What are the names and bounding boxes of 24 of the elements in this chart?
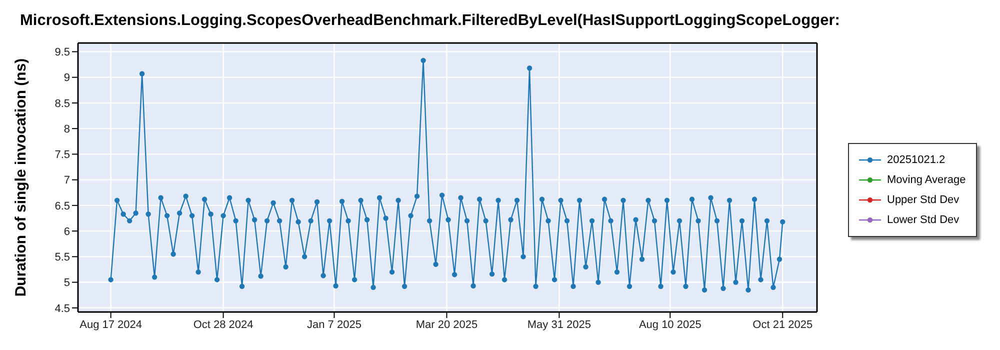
- y-tick-label: 4.5: [54, 302, 70, 315]
- chart-title: Microsoft.Extensions.Logging.ScopesOverheadBenchmark.FilteredByLevel(HasISupportLoggingScopeLogger:: [20, 12, 840, 30]
- y-tick-label: 7.5: [54, 149, 70, 162]
- x-tick-label: Mar 20 2025: [416, 318, 478, 331]
- x-tick-label: Aug 10 2025: [638, 318, 702, 331]
- x-tick-label: Oct 21 2025: [752, 318, 813, 331]
- legend-label: 20251021.2: [887, 154, 946, 166]
- y-axis-title: Duration of single invocation (ns): [12, 58, 30, 297]
- legend-label: Lower Std Dev: [887, 214, 960, 226]
- y-tick-label: 9.5: [54, 46, 70, 59]
- x-tick-label: May 31 2025: [527, 318, 592, 331]
- legend-label: Upper Std Dev: [887, 194, 960, 206]
- y-tick-label: 5: [64, 277, 70, 290]
- x-tick-label: Aug 17 2024: [80, 318, 142, 331]
- x-tick-label: Jan 7 2025: [307, 318, 362, 331]
- legend-label: Moving Average: [887, 174, 966, 186]
- x-tick-label: Oct 28 2024: [193, 318, 254, 331]
- y-tick-label: 7: [64, 174, 70, 187]
- y-tick-label: 5.5: [54, 252, 70, 264]
- y-tick-label: 8: [64, 123, 70, 136]
- y-tick-label: 6.5: [54, 200, 70, 212]
- y-tick-label: 6: [64, 226, 70, 238]
- y-tick-label: 8.5: [54, 98, 70, 110]
- y-tick-label: 9: [64, 72, 70, 84]
